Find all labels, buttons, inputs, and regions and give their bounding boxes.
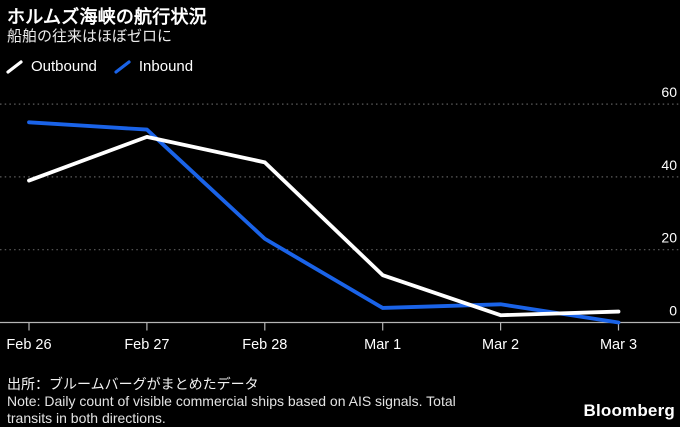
legend-label-inbound: Inbound: [138, 58, 194, 75]
x-tick-label: Mar 1: [364, 337, 401, 353]
x-tick-label: Mar 2: [482, 337, 519, 353]
outbound-line-swatch-icon: [6, 59, 23, 74]
x-tick-label: Feb 26: [6, 337, 51, 353]
bloomberg-logo: Bloomberg: [583, 401, 675, 420]
y-tick-label: 40: [661, 157, 677, 173]
chart-subtitle: 船舶の往来はほぼゼロに: [7, 28, 173, 45]
x-tick-label: Feb 28: [242, 337, 287, 353]
legend-item-outbound: Outbound: [5, 58, 97, 75]
source-line: 出所：ブルームバーグがまとめたデータ: [7, 376, 259, 392]
x-tick-label: Mar 3: [600, 337, 637, 353]
chart-legend: Outbound Inbound: [5, 58, 193, 75]
legend-label-outbound: Outbound: [31, 58, 97, 75]
y-tick-label: 20: [661, 230, 677, 246]
series-line-inbound: [27, 120, 621, 325]
series-line-outbound: [27, 134, 621, 318]
y-tick-label: 0: [669, 303, 677, 319]
legend-item-inbound: Inbound: [113, 58, 193, 75]
y-tick-label: 60: [661, 84, 677, 100]
note-line-2: transits in both directions.: [7, 409, 166, 426]
note-text: Note: Daily count of visible commercial …: [7, 393, 456, 426]
x-tick-label: Feb 27: [124, 337, 169, 353]
page-title: ホルムズ海峡の航行状況: [7, 7, 207, 27]
inbound-line-swatch-icon: [114, 59, 131, 74]
note-line-1: Note: Daily count of visible commercial …: [7, 393, 456, 409]
